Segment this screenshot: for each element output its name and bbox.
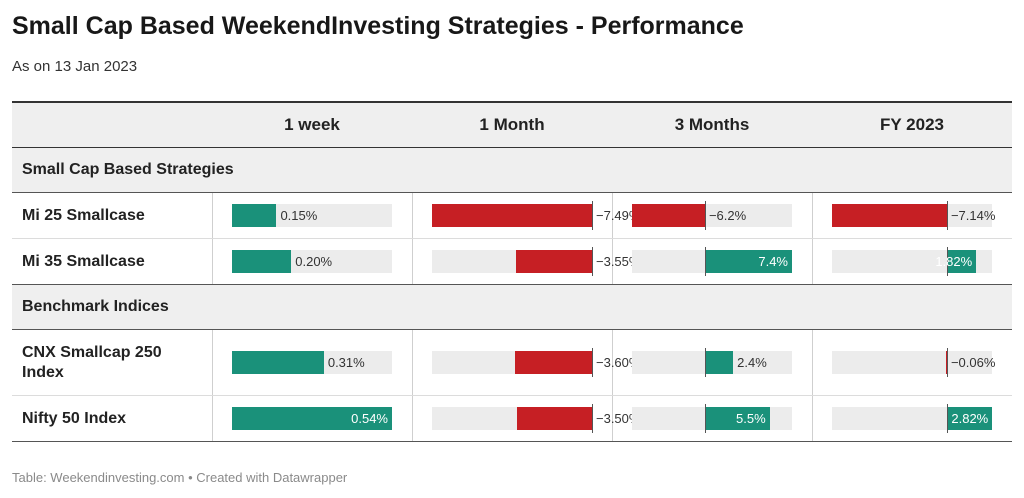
value-cell: −7.49% — [411, 192, 640, 239]
bar-track: 0.31% — [232, 351, 392, 374]
chart-title: Small Cap Based WeekendInvesting Strateg… — [12, 12, 744, 40]
bar-track: 5.5% — [632, 404, 792, 433]
bar — [946, 407, 993, 430]
bar — [232, 204, 277, 227]
zero-line — [946, 404, 948, 433]
bar-track: −7.49% — [432, 201, 640, 230]
bar-track: 1.82% — [832, 247, 993, 276]
bar-track: 7.4% — [632, 247, 792, 276]
bar-track: 2.82% — [832, 404, 993, 433]
table-row: Mi 25 Smallcase 0.15% −7.49% −6.2% −7.14% — [12, 192, 1012, 239]
bar — [832, 204, 947, 227]
bar — [432, 204, 592, 227]
bar-track: 0.20% — [232, 250, 392, 273]
value-cell: −7.14% — [811, 192, 1012, 239]
value-cell: −3.60% — [411, 329, 640, 396]
bar-track: −0.06% — [832, 348, 996, 377]
zero-line — [946, 247, 948, 276]
value-label: −7.14% — [950, 208, 996, 223]
row-name: Mi 25 Smallcase — [12, 192, 212, 239]
value-label: 1.82% — [935, 254, 973, 269]
zero-line — [704, 404, 706, 433]
value-label: 2.82% — [951, 411, 989, 426]
group-label: Small Cap Based Strategies — [12, 147, 1012, 193]
value-cell: −0.06% — [811, 329, 1012, 396]
bar-track: 0.54% — [232, 407, 392, 430]
value-cell: −3.50% — [411, 395, 640, 442]
value-label: −6.2% — [708, 208, 747, 223]
value-cell: 2.4% — [611, 329, 812, 396]
bar — [517, 407, 592, 430]
bar — [232, 351, 324, 374]
value-label: 7.4% — [758, 254, 788, 269]
value-cell: 2.82% — [811, 395, 1012, 442]
chart-subtitle: As on 13 Jan 2023 — [12, 58, 138, 75]
value-cell: 0.15% — [211, 192, 412, 239]
value-cell: 5.5% — [611, 395, 812, 442]
value-label: −3.55% — [596, 254, 641, 269]
bar — [945, 351, 947, 374]
header-row: 1 week 1 Month 3 Months FY 2023 — [12, 101, 1012, 148]
table-row: Mi 35 Smallcase 0.20% −3.55% 7.4% 1.82% — [12, 238, 1012, 285]
table-row: Nifty 50 Index 0.54% −3.50% 5.5% 2.82% — [12, 395, 1012, 442]
value-cell: 1.82% — [811, 238, 1012, 285]
value-label: −0.06% — [950, 355, 996, 370]
bar — [946, 250, 977, 273]
group-label: Benchmark Indices — [12, 284, 1012, 330]
value-label: 0.54% — [351, 411, 388, 426]
zero-line — [946, 201, 948, 230]
value-label: 5.5% — [736, 411, 766, 426]
zero-line — [592, 247, 593, 276]
group-header-row: Small Cap Based Strategies — [12, 147, 1012, 193]
bar — [632, 204, 705, 227]
zero-line — [592, 404, 593, 433]
zero-line — [592, 201, 593, 230]
group-header-row: Benchmark Indices — [12, 284, 1012, 330]
zero-line — [704, 348, 706, 377]
bar-track: −7.14% — [832, 201, 996, 230]
value-label: −3.50% — [596, 411, 641, 426]
value-label: 0.31% — [327, 355, 365, 370]
row-name: Mi 35 Smallcase — [12, 238, 212, 285]
row-name: Nifty 50 Index — [12, 395, 212, 442]
value-label: 0.15% — [280, 208, 318, 223]
row-name: CNX Smallcap 250 Index — [12, 329, 212, 396]
value-cell: −3.55% — [411, 238, 640, 285]
value-label: 2.4% — [737, 355, 767, 370]
header-3-months: 3 Months — [612, 101, 812, 148]
bar — [704, 351, 734, 374]
bar — [516, 250, 592, 273]
chart-footer: Table: Weekendinvesting.com • Created wi… — [12, 470, 348, 485]
bar-track: −3.50% — [432, 404, 640, 433]
bar-track: −3.55% — [432, 247, 640, 276]
value-cell: −6.2% — [611, 192, 812, 239]
value-cell: 7.4% — [611, 238, 812, 285]
zero-line — [704, 201, 706, 230]
value-cell: 0.54% — [211, 395, 412, 442]
value-cell: 0.31% — [211, 329, 412, 396]
bar-track: −6.2% — [632, 201, 792, 230]
value-cell: 0.20% — [211, 238, 412, 285]
zero-line — [704, 247, 706, 276]
bar — [704, 407, 770, 430]
header-1-week: 1 week — [212, 101, 412, 148]
value-label: 0.20% — [295, 254, 333, 269]
bar — [232, 250, 292, 273]
bar-track: 0.15% — [232, 204, 392, 227]
table-row: CNX Smallcap 250 Index 0.31% −3.60% 2.4% −0.… — [12, 329, 1012, 396]
zero-line — [592, 348, 593, 377]
value-label: −7.49% — [596, 208, 641, 223]
bar-track: 2.4% — [632, 348, 792, 377]
header-name — [12, 101, 212, 148]
performance-table: 1 week 1 Month 3 Months FY 2023 Small Ca… — [12, 101, 1012, 442]
value-label: −3.60% — [596, 355, 641, 370]
bar — [232, 407, 392, 430]
header-fy-2023: FY 2023 — [812, 101, 1012, 148]
bar-track: −3.60% — [432, 348, 640, 377]
bar — [704, 250, 792, 273]
bar — [515, 351, 592, 374]
header-1-month: 1 Month — [412, 101, 612, 148]
zero-line — [946, 348, 948, 377]
